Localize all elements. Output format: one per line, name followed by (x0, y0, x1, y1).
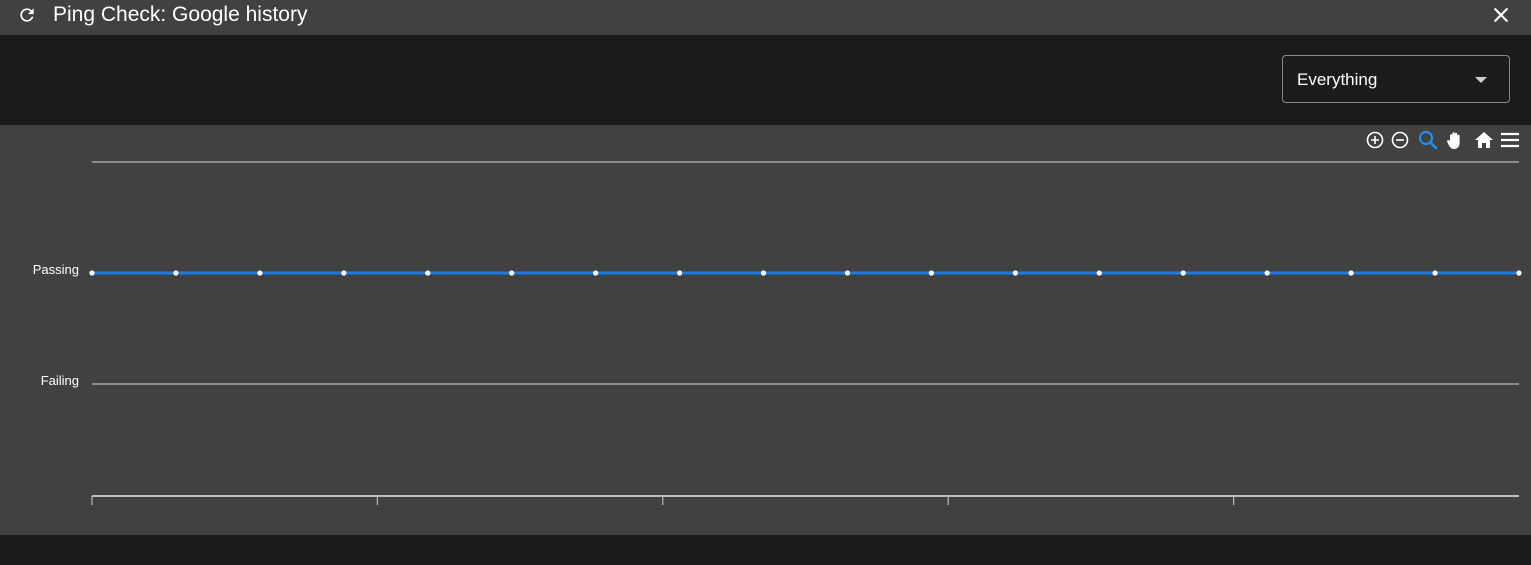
data-point[interactable] (1096, 270, 1102, 276)
y-axis-label-passing: Passing (33, 262, 79, 277)
data-point[interactable] (1516, 270, 1522, 276)
data-point[interactable] (928, 270, 935, 276)
y-axis-label-failing: Failing (41, 373, 79, 388)
refresh-icon[interactable] (17, 5, 37, 25)
data-point[interactable] (1432, 270, 1438, 276)
filter-bar: Everything (0, 35, 1531, 125)
caret-down-icon (1475, 77, 1487, 83)
zoom-out-icon[interactable] (1389, 129, 1411, 151)
data-point[interactable] (1180, 270, 1186, 276)
data-point[interactable] (1264, 270, 1270, 276)
data-point[interactable] (425, 270, 431, 276)
data-point[interactable] (89, 270, 95, 276)
menu-icon[interactable] (1499, 129, 1521, 151)
pan-hand-icon[interactable] (1444, 129, 1466, 151)
title-bar: Ping Check: Google history (0, 0, 1531, 35)
reset-home-icon[interactable] (1473, 129, 1495, 151)
data-point[interactable] (257, 270, 263, 276)
data-point[interactable] (509, 270, 515, 276)
data-point[interactable] (173, 270, 179, 276)
data-point[interactable] (844, 270, 851, 276)
zoom-in-icon[interactable] (1364, 129, 1386, 151)
history-range-select[interactable]: Everything (1282, 55, 1510, 103)
data-point[interactable] (1012, 270, 1018, 276)
selection-zoom-icon[interactable] (1417, 129, 1439, 151)
window-title: Ping Check: Google history (53, 3, 308, 26)
history-range-selected-value: Everything (1297, 70, 1378, 89)
history-chart-panel: Failing Passing (0, 125, 1531, 535)
data-point[interactable] (676, 270, 683, 276)
history-chart: Failing Passing (33, 161, 1522, 505)
close-icon[interactable] (1491, 5, 1511, 25)
chart-toolbar (1364, 129, 1524, 151)
data-point[interactable] (760, 270, 767, 276)
footer-strip (0, 535, 1531, 565)
data-point[interactable] (1348, 270, 1354, 276)
data-point[interactable] (593, 270, 599, 276)
data-point[interactable] (341, 270, 347, 276)
